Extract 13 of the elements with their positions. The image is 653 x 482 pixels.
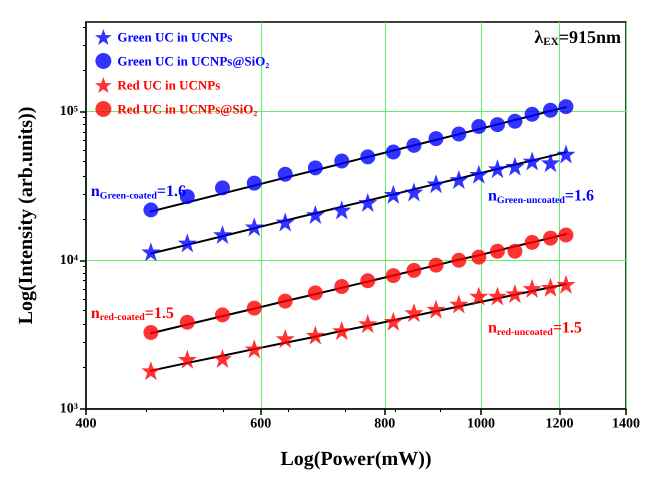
x-tick-label: 400 [76,416,96,432]
y-axis-title: Log(Intensity (arb.units)) [15,106,37,324]
y-tick-label: 10⁴ [60,252,79,268]
x-tick-label: 1200 [546,416,574,432]
x-axis-title: Log(Power(mW)) [280,448,432,470]
legend-label: Red UC in UCNPs [117,78,220,92]
legend-label: Green UC in UCNPs [117,30,232,44]
y-tick-label: 10⁵ [60,104,78,120]
x-tick-label: 600 [250,416,272,432]
x-tick-label: 800 [374,416,396,432]
x-tick-label: 1000 [466,416,495,432]
y-tick-label: 10³ [60,402,78,416]
x-tick-label: 1400 [612,416,640,432]
